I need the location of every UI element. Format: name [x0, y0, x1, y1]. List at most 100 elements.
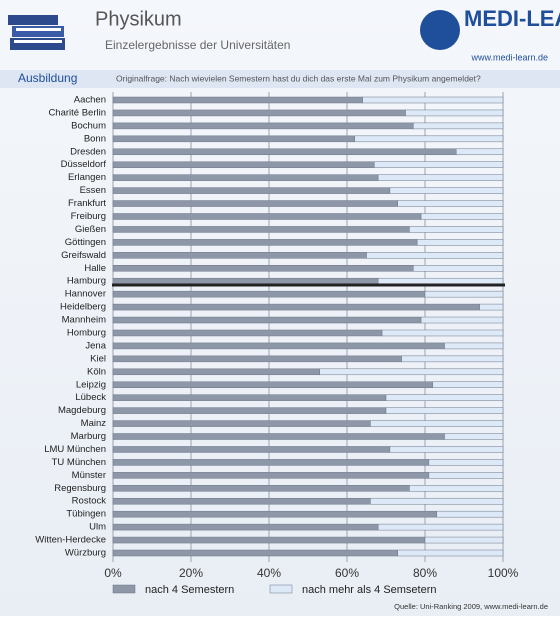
- book-icon: [8, 15, 65, 50]
- bar-segment: [413, 122, 504, 130]
- y-tick-label: Mannheim: [62, 315, 106, 326]
- y-tick-label: Frankfurt: [68, 198, 106, 209]
- bar-segment: [381, 329, 504, 337]
- bar-segment: [409, 485, 504, 492]
- bar-segment: [112, 200, 398, 207]
- y-tick-label: Bochum: [71, 120, 106, 131]
- bar-segment: [112, 290, 426, 298]
- bar-segment: [420, 316, 504, 324]
- section: Ausbildung: [18, 71, 77, 85]
- x-tick-label: 80%: [413, 566, 437, 580]
- bar-segment: [432, 381, 504, 388]
- y-tick-label: Halle: [84, 263, 106, 274]
- bar-segment: [444, 433, 504, 440]
- bar-segment: [397, 200, 504, 207]
- bar-segment: [112, 420, 371, 427]
- y-tick-label: LMU München: [44, 444, 106, 455]
- title: Physikum: [95, 8, 182, 30]
- y-tick-label: Regensburg: [54, 483, 106, 494]
- y-tick-label: Mainz: [81, 418, 107, 429]
- y-tick-label: Kiel: [90, 353, 106, 364]
- x-tick-label: 0%: [104, 566, 122, 580]
- bar-segment: [112, 394, 387, 401]
- bar-segment: [112, 174, 379, 181]
- bar-segment: [377, 277, 504, 285]
- y-tick-label: Witten-Herdecke: [35, 535, 106, 546]
- y-tick-label: Rostock: [72, 496, 107, 507]
- bar-segment: [389, 187, 504, 194]
- y-tick-label: Bonn: [84, 133, 106, 144]
- bar-segment: [424, 536, 504, 544]
- y-tick-label: Ulm: [89, 522, 106, 533]
- legend-swatch: [269, 584, 293, 594]
- bar-segment: [112, 122, 414, 130]
- bar-segment: [374, 161, 504, 168]
- bar-segment: [354, 135, 504, 143]
- y-tick-label: Tübingen: [66, 509, 106, 520]
- y-tick-label: Aachen: [74, 95, 106, 106]
- bar-segment: [112, 472, 430, 479]
- y-tick-label: Leipzig: [76, 379, 106, 390]
- y-tick-label: Göttingen: [65, 237, 106, 248]
- bar-segment: [424, 290, 504, 298]
- bar-segment: [389, 446, 504, 453]
- bar-segment: [397, 549, 504, 557]
- bar-segment: [112, 265, 414, 272]
- bar-segment: [112, 277, 379, 285]
- y-tick-label: Greifswald: [61, 250, 106, 261]
- bar-segment: [112, 407, 387, 414]
- subtitle: Einzelergebnisse der Universitäten: [105, 38, 290, 52]
- bar-segment: [112, 148, 457, 156]
- bar-segment: [428, 472, 504, 479]
- bar-segment: [112, 536, 426, 544]
- x-tick-label: 60%: [335, 566, 359, 580]
- x-tick-label: 20%: [179, 566, 203, 580]
- bar-segment: [428, 459, 504, 466]
- bar-segment: [112, 485, 410, 492]
- bar-segment: [377, 174, 504, 181]
- question: Originalfrage: Nach wievielen Semestern …: [116, 73, 481, 83]
- bar-segment: [112, 433, 445, 440]
- bar-segment: [479, 303, 504, 311]
- y-tick-label: Jena: [85, 340, 106, 351]
- y-tick-label: Marburg: [71, 431, 106, 442]
- bar-segment: [112, 381, 434, 388]
- bar-segment: [112, 187, 391, 194]
- bar-segment: [112, 459, 430, 466]
- bar-segment: [112, 446, 391, 453]
- bar-segment: [112, 239, 418, 246]
- bar-segment: [413, 265, 504, 272]
- y-tick-label: Magdeburg: [58, 405, 106, 416]
- bar-segment: [112, 161, 375, 168]
- section-band: [0, 70, 560, 88]
- y-tick-label: Lübeck: [75, 392, 106, 403]
- y-tick-label: Homburg: [67, 327, 106, 338]
- bar-segment: [436, 510, 504, 518]
- x-tick-label: 100%: [488, 566, 519, 580]
- y-tick-label: Hamburg: [67, 276, 106, 287]
- y-tick-label: TU München: [52, 457, 106, 468]
- bar-segment: [370, 420, 504, 427]
- bar-segment: [370, 497, 504, 505]
- y-tick-label: Hannover: [65, 289, 106, 300]
- bar-segment: [409, 226, 504, 233]
- legend-label: nach 4 Semestern: [145, 584, 234, 596]
- bar-segment: [112, 355, 402, 363]
- y-tick-label: Münster: [72, 470, 106, 481]
- bar-segment: [112, 523, 379, 531]
- bar-segment: [420, 213, 504, 220]
- bar-segment: [416, 239, 504, 246]
- legend-label: nach mehr als 4 Semsetern: [302, 584, 437, 596]
- bar-segment: [366, 252, 504, 259]
- y-tick-label: Erlangen: [68, 172, 106, 183]
- logo-icon: [420, 10, 460, 50]
- brand: MEDI-LEARN: [464, 6, 560, 31]
- bar-segment: [112, 510, 437, 518]
- bar-segment: [112, 109, 406, 117]
- bar-segment: [112, 316, 422, 324]
- bar-segment: [405, 109, 504, 117]
- bar-segment: [112, 213, 422, 220]
- y-tick-label: Düsseldorf: [61, 159, 107, 170]
- x-tick-label: 40%: [257, 566, 281, 580]
- bar-segment: [112, 303, 480, 311]
